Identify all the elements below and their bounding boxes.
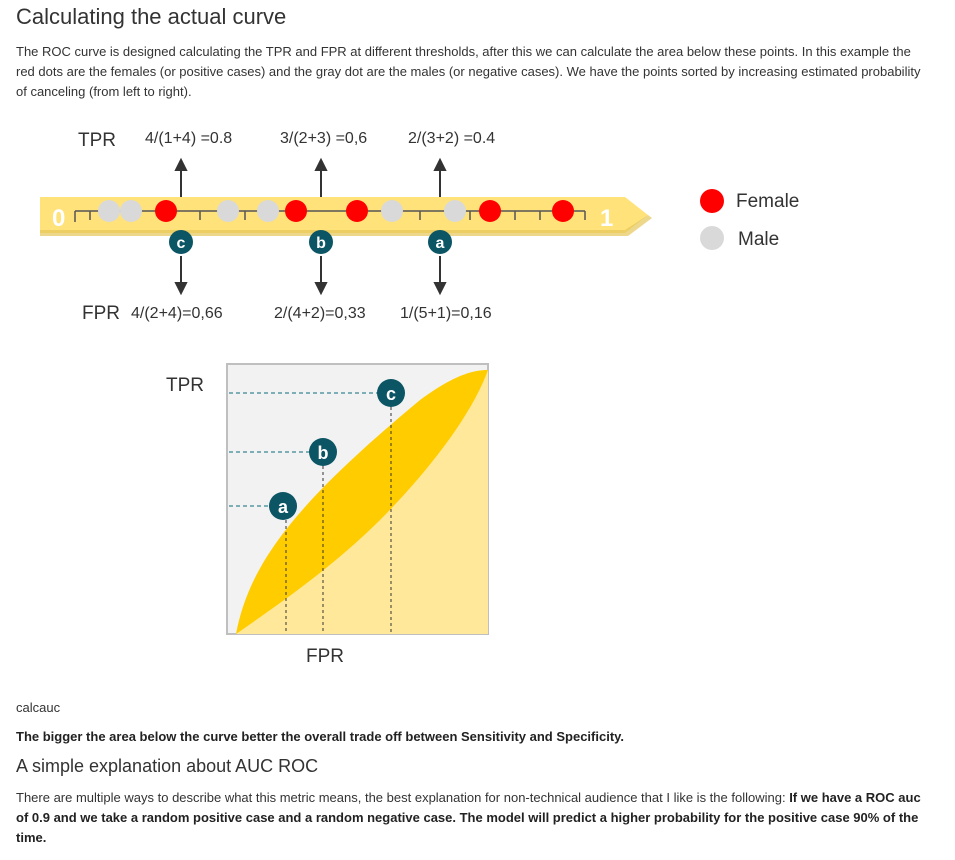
svg-text:c: c [177,235,186,252]
threshold-badge-c: c [169,230,193,254]
male-case-dot [217,200,239,222]
roc-point-b: b [309,438,337,466]
female-case-dot [285,200,307,222]
fpr-arrows [174,256,447,296]
male-case-dot [98,200,120,222]
svg-text:c: c [386,384,396,404]
threshold-badge-a: a [428,230,452,254]
threshold-badge-b: b [309,230,333,254]
tpr-label: TPR [78,130,116,151]
tpr-value-a: 2/(3+2) =0.4 [408,130,495,147]
roc-figure: TPR 4/(1+4) =0.8 3/(2+3) =0,6 2/(3+2) =0… [40,130,799,667]
roc-point-a: a [269,492,297,520]
roc-y-label: TPR [166,375,204,396]
female-case-dot [479,200,501,222]
explanation-bold: If we have a ROC auc of 0.9 and we take … [16,790,921,845]
female-case-dot [346,200,368,222]
case-dots [98,200,574,222]
svg-text:b: b [318,443,329,463]
legend-male-label: Male [738,229,779,250]
legend: Female Male [700,189,799,250]
legend-female-label: Female [736,191,799,212]
male-case-dot [257,200,279,222]
svg-text:a: a [278,497,289,517]
figure-caption: calcauc [16,700,61,715]
svg-text:b: b [316,235,326,252]
fpr-value-c: 4/(2+4)=0,66 [131,305,223,322]
roc-plot [226,363,489,635]
tpr-value-b: 3/(2+3) =0,6 [280,130,367,147]
male-case-dot [381,200,403,222]
legend-female-swatch [700,189,724,213]
section-heading: Calculating the actual curve [16,4,287,29]
female-case-dot [155,200,177,222]
tpr-value-c: 4/(1+4) =0.8 [145,130,232,147]
roc-point-c: c [377,379,405,407]
scale-end-label: 1 [600,205,613,232]
male-case-dot [120,200,142,222]
fpr-label: FPR [82,303,120,324]
subsection-heading: A simple explanation about AUC ROC [16,756,319,776]
fpr-value-b: 2/(4+2)=0,33 [274,305,366,322]
legend-male-swatch [700,226,724,250]
explanation-plain: There are multiple ways to describe what… [16,790,790,805]
conclusion-text: The bigger the area below the curve bett… [16,729,625,744]
tpr-arrows [174,157,447,197]
fpr-value-a: 1/(5+1)=0,16 [400,305,492,322]
male-case-dot [444,200,466,222]
explanation-paragraph: There are multiple ways to describe what… [16,788,921,848]
svg-text:a: a [436,235,445,252]
roc-x-label: FPR [306,646,344,667]
scale-start-label: 0 [52,205,65,232]
intro-paragraph: The ROC curve is designed calculating th… [16,44,921,99]
female-case-dot [552,200,574,222]
